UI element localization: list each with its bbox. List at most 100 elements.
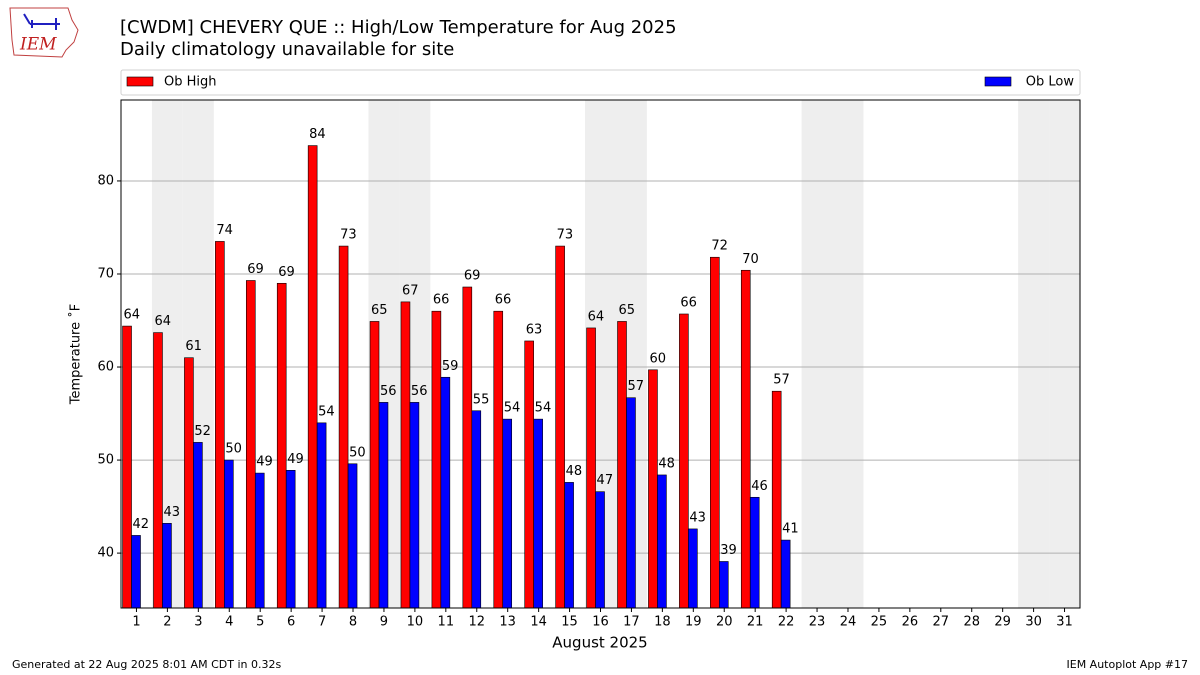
bar [502,418,513,609]
bar [347,463,358,609]
data-label: 69 [247,262,264,277]
data-label: 73 [557,228,574,243]
bar [245,280,256,609]
weekend-band [801,100,833,608]
logo: IEM [9,7,79,58]
x-tick-label: 22 [778,615,795,630]
data-label: 50 [225,442,242,457]
data-label: 59 [442,359,459,374]
bar [400,301,411,609]
bar [131,535,141,609]
data-label: 65 [619,303,636,318]
data-label: 70 [742,252,759,267]
data-label: 66 [680,295,697,310]
bar [471,410,482,609]
footer-left: Generated at 22 Aug 2025 8:01 AM CDT in … [12,658,281,671]
bar [648,369,658,609]
bar [617,321,627,609]
data-label: 56 [380,384,397,399]
data-label: 61 [185,339,202,354]
bar [153,332,163,609]
data-label: 49 [256,455,273,470]
data-label: 66 [433,293,450,308]
data-label: 54 [504,401,521,416]
bar [193,442,203,609]
y-tick-label: 80 [97,173,114,188]
x-tick-label: 26 [902,615,919,630]
data-label: 41 [782,522,799,537]
bar [276,282,287,609]
bar [555,245,565,609]
bar [285,470,296,609]
x-tick-label: 16 [592,615,609,630]
data-label: 48 [566,464,583,479]
legend-label: Ob High [164,75,217,90]
x-tick-label: 7 [318,615,326,630]
bar [254,472,265,609]
y-tick-label: 70 [97,266,114,281]
data-label: 50 [349,445,366,460]
chart-title: [CWDM] CHEVERY QUE :: High/Low Temperatu… [120,17,677,38]
data-label: 42 [133,517,150,532]
footer-right: IEM Autoplot App #17 [1067,658,1189,671]
x-tick-label: 9 [380,615,388,630]
bar [657,474,667,609]
data-label: 72 [711,239,728,254]
data-label: 57 [627,379,644,394]
data-label: 65 [371,303,388,318]
legend-box [120,69,1081,96]
data-label: 43 [163,505,180,520]
data-label: 67 [402,283,419,298]
x-tick-label: 8 [349,615,357,630]
bar [493,310,504,609]
x-tick-label: 2 [163,615,171,630]
weekend-band [1049,100,1080,608]
weekend-band [1018,100,1050,608]
data-label: 69 [464,269,481,284]
x-tick-label: 29 [994,615,1011,630]
bar [533,418,543,609]
bar [780,539,791,609]
x-tick-label: 15 [561,615,578,630]
bar [718,561,729,609]
data-label: 57 [773,373,790,388]
bar [184,357,194,609]
bar [316,422,327,609]
data-label: 63 [526,322,543,337]
x-tick-label: 24 [840,615,857,630]
bar [679,313,689,609]
bar [215,241,225,609]
data-label: 64 [154,314,171,329]
x-axis-label: August 2025 [552,634,647,652]
data-label: 66 [495,293,512,308]
bar [524,340,534,609]
x-tick-label: 10 [407,615,424,630]
x-tick-label: 5 [256,615,264,630]
x-tick-label: 27 [933,615,950,630]
bar [771,390,782,609]
bar [409,402,420,609]
bar [595,491,605,609]
x-tick-label: 6 [287,615,295,630]
bar [431,310,442,609]
bar [688,528,698,609]
x-tick-label: 11 [438,615,455,630]
x-tick-label: 18 [654,615,671,630]
data-label: 56 [411,384,428,399]
x-tick-label: 31 [1056,615,1073,630]
bar [338,245,349,609]
data-label: 69 [278,265,295,280]
data-label: 46 [751,479,768,494]
data-label: 64 [124,308,141,323]
x-tick-label: 17 [623,615,640,630]
plot-frame [120,99,1081,609]
bar [586,327,596,609]
data-label: 52 [194,424,211,439]
y-axis-label: Temperature ˚F [68,304,84,405]
data-label: 54 [535,401,552,416]
x-tick-label: 23 [809,615,826,630]
data-label: 84 [309,127,326,142]
data-label: 49 [287,452,304,467]
y-tick-label: 60 [97,360,114,375]
